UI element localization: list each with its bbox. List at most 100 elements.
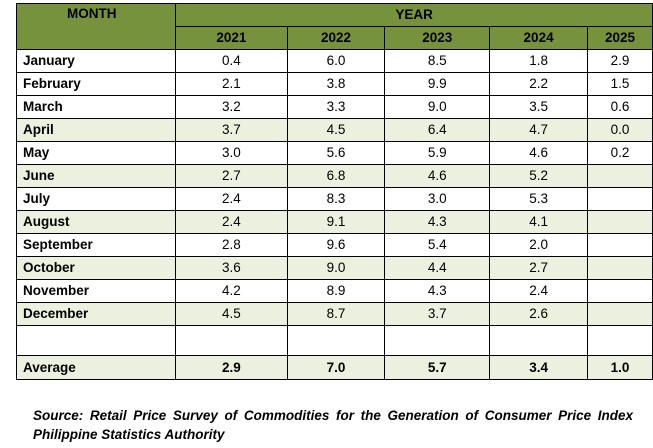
value-cell: 4.2 [175,279,288,303]
year-2021-header: 2021 [175,26,288,50]
value-cell: 4.3 [384,210,491,234]
value-cell: 2.4 [175,210,288,234]
average-value-cell: 5.7 [384,355,491,380]
value-cell: 2.2 [489,72,589,96]
value-cell: 6.0 [286,49,386,73]
month-cell: July [15,187,177,211]
value-cell: 0.0 [587,118,653,142]
value-cell: 5.9 [384,141,491,165]
table-row: March 3.2 3.3 9.0 3.5 0.6 [15,95,653,119]
value-cell: 2.9 [587,49,653,73]
month-cell: November [15,279,177,303]
table-row: September 2.8 9.6 5.4 2.0 [15,233,653,257]
source-note: Source: Retail Price Survey of Commoditi… [33,408,633,442]
value-cell [587,279,653,303]
table-row: August 2.4 9.1 4.3 4.1 [15,210,653,234]
table-row: January 0.4 6.0 8.5 1.8 2.9 [15,49,653,73]
value-cell [587,302,653,326]
blank-cell [489,325,589,356]
value-cell: 9.0 [384,95,491,119]
table-row: December 4.5 8.7 3.7 2.6 [15,302,653,326]
value-cell: 3.6 [175,256,288,280]
year-column-header: YEAR [175,3,653,27]
value-cell: 5.2 [489,164,589,188]
month-cell: April [15,118,177,142]
table-row: May 3.0 5.6 5.9 4.6 0.2 [15,141,653,165]
value-cell: 9.0 [286,256,386,280]
value-cell: 8.3 [286,187,386,211]
average-value-cell: 2.9 [175,355,288,380]
value-cell: 4.5 [286,118,386,142]
table-row: July 2.4 8.3 3.0 5.3 [15,187,653,211]
value-cell: 0.2 [587,141,653,165]
average-row: Average 2.9 7.0 5.7 3.4 1.0 [15,355,653,380]
table-row: June 2.7 6.8 4.6 5.2 [15,164,653,188]
value-cell: 2.0 [489,233,589,257]
average-value-cell: 7.0 [286,355,386,380]
inflation-table: MONTH YEAR 2021 2022 2023 2024 2025 Janu… [15,3,653,380]
value-cell: 4.6 [384,164,491,188]
value-cell: 3.0 [175,141,288,165]
value-cell [587,187,653,211]
value-cell: 1.5 [587,72,653,96]
value-cell: 6.8 [286,164,386,188]
value-cell: 2.4 [175,187,288,211]
blank-cell [384,325,491,356]
month-cell: December [15,302,177,326]
value-cell [587,164,653,188]
blank-cell [15,325,177,356]
blank-cell [175,325,288,356]
value-cell: 5.3 [489,187,589,211]
value-cell: 4.7 [489,118,589,142]
value-cell: 3.7 [384,302,491,326]
table-row: November 4.2 8.9 4.3 2.4 [15,279,653,303]
table-row: October 3.6 9.0 4.4 2.7 [15,256,653,280]
year-2024-header: 2024 [489,26,589,50]
value-cell: 3.3 [286,95,386,119]
value-cell: 2.8 [175,233,288,257]
month-cell: June [15,164,177,188]
value-cell: 2.1 [175,72,288,96]
value-cell: 1.8 [489,49,589,73]
value-cell: 0.4 [175,49,288,73]
year-2022-header: 2022 [286,26,386,50]
average-value-cell: 3.4 [489,355,589,380]
value-cell: 2.4 [489,279,589,303]
month-cell: September [15,233,177,257]
month-cell: March [15,95,177,119]
blank-row [15,325,653,356]
table-row: April 3.7 4.5 6.4 4.7 0.0 [15,118,653,142]
value-cell [587,233,653,257]
table-row: February 2.1 3.8 9.9 2.2 1.5 [15,72,653,96]
value-cell [587,210,653,234]
value-cell: 4.3 [384,279,491,303]
value-cell: 3.8 [286,72,386,96]
value-cell: 2.6 [489,302,589,326]
value-cell: 9.9 [384,72,491,96]
month-cell: May [15,141,177,165]
value-cell: 3.5 [489,95,589,119]
value-cell: 2.7 [175,164,288,188]
value-cell: 4.5 [175,302,288,326]
month-column-header: MONTH [15,3,177,50]
value-cell: 3.0 [384,187,491,211]
year-2025-header: 2025 [587,26,653,50]
value-cell: 5.4 [384,233,491,257]
value-cell: 0.6 [587,95,653,119]
value-cell: 8.5 [384,49,491,73]
month-cell: January [15,49,177,73]
value-cell: 3.7 [175,118,288,142]
month-cell: February [15,72,177,96]
blank-cell [286,325,386,356]
value-cell: 8.9 [286,279,386,303]
value-cell: 4.4 [384,256,491,280]
blank-cell [587,325,653,356]
value-cell: 8.7 [286,302,386,326]
value-cell: 9.6 [286,233,386,257]
value-cell [587,256,653,280]
average-value-cell: 1.0 [587,355,653,380]
average-label: Average [15,355,177,380]
month-cell: August [15,210,177,234]
value-cell: 6.4 [384,118,491,142]
value-cell: 4.6 [489,141,589,165]
